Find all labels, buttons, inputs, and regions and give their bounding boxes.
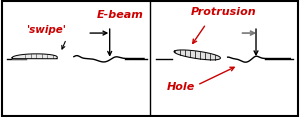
- Polygon shape: [174, 50, 220, 60]
- Polygon shape: [12, 54, 57, 59]
- Text: Protrusion: Protrusion: [190, 7, 256, 17]
- Text: 'swipe': 'swipe': [26, 25, 65, 35]
- Text: Hole: Hole: [167, 82, 196, 92]
- Text: E-beam: E-beam: [97, 10, 144, 20]
- FancyBboxPatch shape: [2, 1, 298, 116]
